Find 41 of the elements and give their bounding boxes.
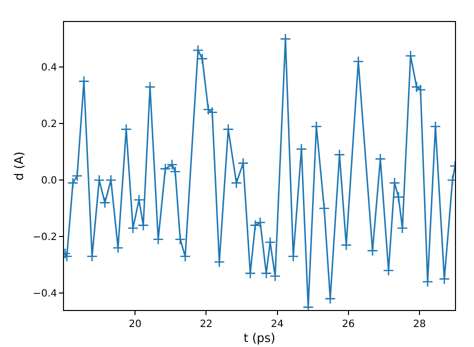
point [192, 44, 204, 56]
point [206, 106, 218, 118]
point [202, 104, 214, 116]
point [389, 177, 400, 188]
point [405, 50, 416, 62]
x-tick-label: 26 [342, 319, 355, 330]
point [105, 174, 116, 186]
point [86, 250, 98, 262]
point [78, 76, 90, 87]
y-tick-label: 0.4 [41, 62, 57, 74]
y-tick-label: 0.2 [41, 119, 57, 130]
point [180, 250, 191, 262]
point [250, 220, 261, 231]
point [318, 202, 330, 214]
y-tick-label: −0.4 [32, 288, 57, 300]
y-tick-label: 0.0 [41, 176, 57, 187]
x-tick-label: 20 [128, 319, 142, 330]
point [296, 144, 307, 155]
y-axis-title: d (A) [12, 151, 26, 181]
point [392, 192, 404, 203]
point [411, 81, 422, 92]
point [174, 234, 186, 245]
point [230, 177, 242, 188]
point [396, 222, 408, 234]
point [99, 197, 110, 208]
point [280, 33, 291, 44]
x-tick-label: 24 [270, 319, 284, 330]
point [414, 84, 426, 96]
x-tick-label: 28 [413, 319, 426, 330]
point [238, 158, 249, 169]
y-tick-label: −0.2 [32, 232, 57, 244]
point [72, 170, 83, 182]
point [67, 177, 78, 188]
x-axis-title: t (ps) [244, 330, 276, 345]
point [133, 194, 145, 206]
point [254, 216, 266, 228]
point [144, 81, 156, 92]
point [160, 163, 171, 174]
point [94, 174, 105, 186]
point [196, 53, 208, 64]
x-tick-label: 22 [200, 319, 213, 330]
